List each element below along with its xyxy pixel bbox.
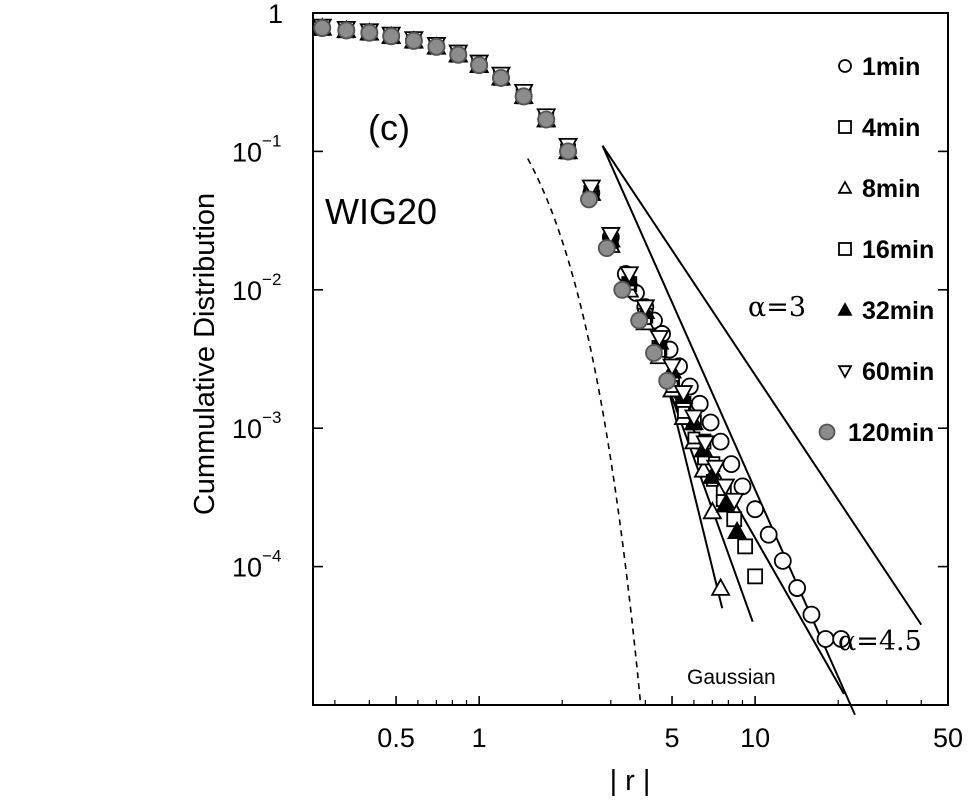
y-tick-label: 10−2 [232, 270, 281, 306]
data-point-60min [600, 227, 621, 246]
data-point-120min [492, 68, 510, 87]
data-point-1min [690, 394, 709, 413]
data-point-1min [746, 500, 765, 519]
data-point-120min [449, 45, 468, 64]
legend-label-32min: 32min [862, 297, 934, 325]
legend-label-60min: 60min [862, 358, 934, 386]
alpha-4-5-label: α=4.5 [838, 626, 922, 657]
data-point-60min [649, 330, 670, 349]
panel-label: (c) [368, 107, 410, 148]
legend-marker-16min [838, 242, 852, 256]
data-point-120min [537, 110, 556, 129]
data-point-1min [773, 551, 792, 570]
plot-area [312, 12, 949, 706]
data-point-120min [313, 19, 332, 37]
x-tick-label: 0.5 [377, 723, 415, 753]
index-label: WIG20 [325, 191, 437, 232]
y-tick-label: 10−1 [232, 131, 281, 167]
data-point-120min [597, 239, 616, 258]
x-axis-label: | r | [610, 765, 651, 797]
legend-label-4min: 4min [862, 114, 920, 142]
data-point-1min [759, 525, 778, 544]
data-point-60min [635, 299, 656, 318]
legend-label-16min: 16min [862, 236, 934, 264]
y-tick-label: 10−3 [232, 408, 281, 444]
data-point-32min [727, 520, 748, 539]
data-point-60min [581, 179, 602, 198]
data-point-1min [816, 630, 835, 648]
data-point-120min [404, 31, 423, 50]
data-point-32min [715, 494, 736, 513]
data-point-1min [832, 630, 851, 648]
x-tick-label: 10 [740, 723, 770, 753]
data-point-4min [737, 538, 754, 555]
data-point-1min [788, 579, 807, 597]
data-point-8min [693, 459, 714, 478]
legend-marker-1min [838, 59, 852, 73]
data-point-1min [733, 477, 752, 496]
legend-label-8min: 8min [862, 175, 920, 203]
data-point-60min [662, 358, 683, 377]
data-point-60min [705, 459, 726, 478]
y-tick-label: 10−4 [232, 547, 281, 583]
data-point-120min [382, 27, 401, 46]
y-axis-label: Cummulative Distribution [189, 193, 221, 515]
data-point-120min [580, 190, 598, 209]
data-point-120min [645, 344, 663, 362]
data-point-60min [695, 435, 716, 454]
data-point-120min [427, 37, 446, 56]
data-point-60min [673, 385, 694, 404]
legend-marker-32min [837, 302, 853, 316]
data-point-120min [630, 311, 649, 330]
data-point-60min [715, 478, 736, 497]
gaussian-label: Gaussian [687, 666, 776, 689]
data-point-1min [802, 605, 821, 624]
data-point-1min [711, 432, 730, 451]
data-point-4min [747, 568, 764, 585]
legend-marker-4min [838, 120, 852, 134]
data-point-1min [701, 413, 720, 432]
data-point-4min [726, 511, 743, 528]
alpha-3-label: α=3 [748, 292, 806, 323]
power-law-line-3 [601, 145, 923, 626]
data-point-60min [683, 409, 704, 428]
data-point-120min [613, 280, 632, 299]
data-point-120min [559, 142, 577, 161]
x-tick-label: 1 [472, 723, 487, 753]
data-point-120min [337, 21, 356, 40]
legend-marker-8min [837, 180, 853, 194]
data-point-120min [658, 371, 677, 390]
legend-marker-120min [818, 423, 836, 441]
data-point-120min [360, 23, 379, 42]
x-tick-label: 50 [933, 723, 963, 753]
data-point-8min [710, 577, 731, 596]
legend-marker-60min [837, 365, 853, 379]
data-point-1min [722, 455, 741, 474]
data-point-60min [619, 266, 640, 285]
data-point-120min [470, 56, 489, 75]
legend-label-1min: 1min [862, 53, 920, 81]
gaussian-curve [527, 158, 642, 706]
data-point-120min [514, 87, 533, 106]
legend-label-120min: 120min [848, 419, 934, 447]
y-tick-label: 1 [268, 0, 283, 29]
data-point-60min [724, 492, 745, 511]
x-tick-label: 5 [665, 723, 680, 753]
